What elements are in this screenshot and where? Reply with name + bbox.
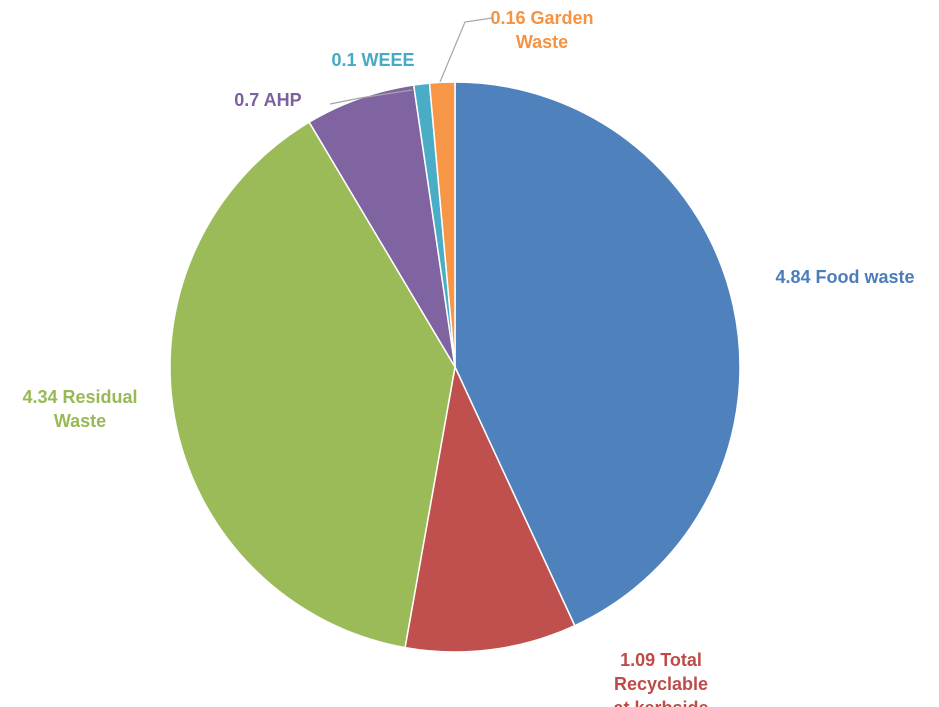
value-label: 0.1 <box>331 50 357 70</box>
value-label: 4.34 <box>22 387 58 407</box>
category-label: Garden Waste <box>515 8 594 52</box>
pie-slice <box>169 121 456 649</box>
pie-slice <box>454 81 741 627</box>
slice-label: 0.1 WEEE <box>313 48 433 72</box>
category-label: Residual Waste <box>53 387 138 431</box>
value-label: 0.16 <box>490 8 526 28</box>
category-label: AHP <box>263 90 302 110</box>
slice-label: 1.09 Total Recyclable at kerbside <box>606 648 716 707</box>
slice-label: 0.16 Garden Waste <box>477 6 607 54</box>
value-label: 1.09 <box>620 650 656 670</box>
category-label: Food waste <box>815 267 915 287</box>
slice-label: 4.34 Residual Waste <box>0 385 160 433</box>
pie-slice <box>428 81 456 368</box>
category-label: WEEE <box>361 50 415 70</box>
pie-slice <box>404 364 576 653</box>
slice-label: 4.84 Food waste <box>745 265 939 289</box>
leader-line <box>439 17 493 83</box>
value-label: 4.84 <box>775 267 811 287</box>
leader-line <box>329 89 413 105</box>
value-label: 0.7 <box>234 90 260 110</box>
slice-label: 0.7 AHP <box>218 88 318 112</box>
category-label: Total Recyclable at kerbside <box>613 650 709 707</box>
